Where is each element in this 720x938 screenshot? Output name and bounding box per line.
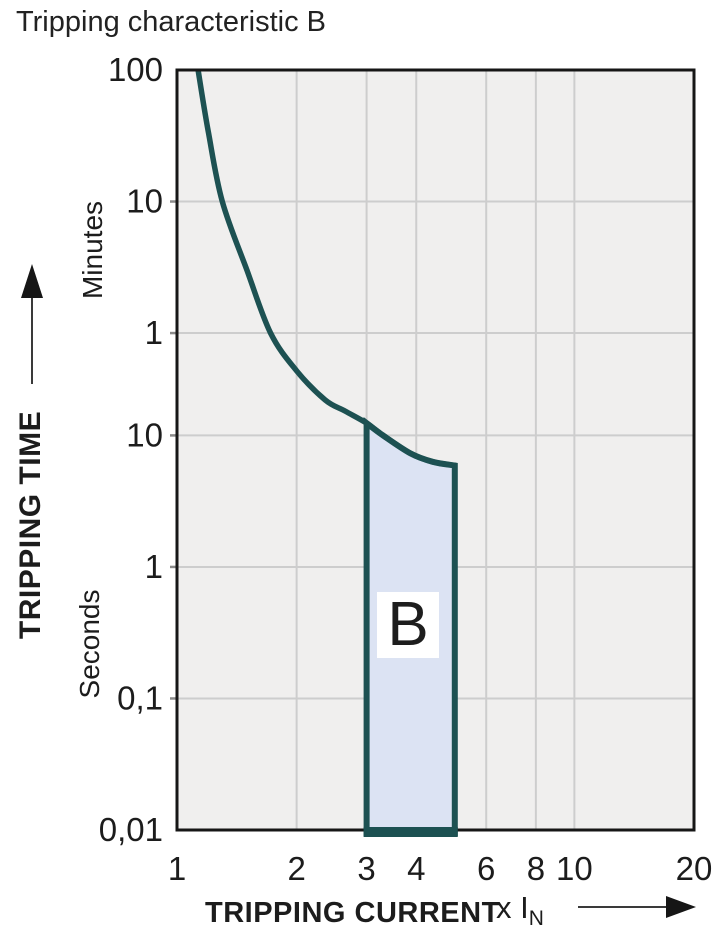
y-tick-label: 0,01 (99, 811, 163, 848)
tripping-limit-curve (195, 70, 456, 469)
x-tick-label: 20 (676, 850, 713, 887)
x-tick-label: 8 (527, 850, 545, 887)
y-tick-label: 1 (145, 314, 163, 351)
band-label-box: B (377, 592, 439, 658)
band-label: B (387, 590, 429, 659)
x-tick-label: 1 (168, 850, 186, 887)
x-axis-title: TRIPPING CURRENT (205, 897, 500, 929)
x-axis-unit-subscript: N (528, 907, 544, 931)
y-axis-arrow-icon (21, 264, 43, 384)
y-tick-label: 100 (108, 51, 163, 88)
x-tick-label: 2 (287, 850, 305, 887)
x-axis-unit-prefix: x (496, 890, 512, 925)
chart-title: Tripping characteristic B (16, 6, 326, 38)
y-tick-label: 10 (126, 183, 163, 220)
x-tick-label: 4 (407, 850, 425, 887)
y-tick-label: 0,1 (117, 679, 163, 716)
x-axis-unit-symbol: I (520, 890, 529, 925)
x-axis-arrow-icon (578, 896, 696, 918)
x-axis-unit: x IN (496, 890, 544, 929)
x-tick-label: 3 (357, 850, 375, 887)
x-tick-label: 10 (556, 850, 593, 887)
x-tick-label: 6 (477, 850, 495, 887)
band-bottom-edge (363, 827, 458, 837)
y-tick-label: 1 (145, 548, 163, 585)
y-axis-title: TRIPPING TIME (14, 410, 47, 640)
y-tick-label: 10 (126, 416, 163, 453)
y-axis-unit-minutes: Minutes (77, 200, 108, 300)
y-axis-unit-seconds: Seconds (74, 589, 105, 699)
